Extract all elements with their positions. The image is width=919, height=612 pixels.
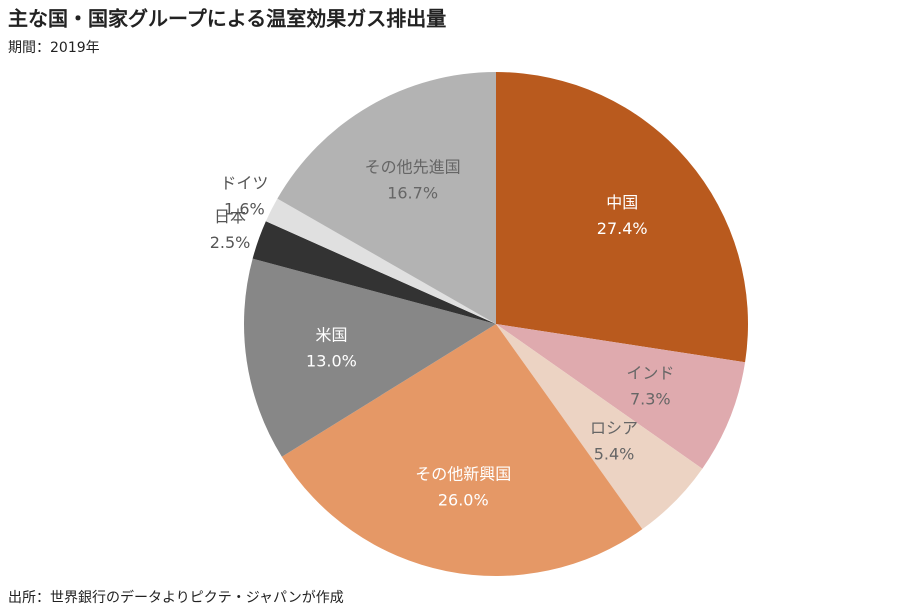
pie-slice: [496, 72, 748, 363]
slice-label: ロシア: [590, 419, 638, 438]
slice-label: 日本: [214, 207, 246, 226]
slice-value-label: 27.4%: [597, 219, 648, 238]
slice-label: インド: [626, 364, 674, 383]
pie-slice: [281, 324, 643, 577]
pie-slice: [252, 221, 496, 324]
slice-value-label: 1.6%: [224, 200, 265, 219]
pie-slice: [277, 72, 496, 324]
slice-label: ドイツ: [220, 174, 268, 193]
pie-slice: [496, 324, 703, 530]
slice-value-label: 26.0%: [438, 491, 489, 510]
pie-slice: [244, 258, 496, 457]
slice-value-label: 16.7%: [387, 184, 438, 203]
slice-value-label: 13.0%: [306, 352, 357, 371]
slice-value-label: 5.4%: [594, 445, 635, 464]
chart-subtitle: 期間：2019年: [8, 40, 100, 56]
slice-label: その他先進国: [365, 158, 461, 177]
pie-slice: [265, 198, 496, 324]
slice-value-label: 2.5%: [210, 233, 251, 252]
source-note: 出所：世界銀行のデータよりピクテ・ジャパンが作成: [8, 589, 344, 606]
slice-value-label: 7.3%: [630, 390, 671, 409]
chart-title: 主な国・国家グループによる温室効果ガス排出量: [8, 7, 446, 31]
slice-label: 米国: [315, 326, 347, 345]
slice-label: 中国: [606, 193, 638, 212]
pie-slice: [496, 324, 746, 469]
slice-label: その他新興国: [415, 465, 511, 484]
